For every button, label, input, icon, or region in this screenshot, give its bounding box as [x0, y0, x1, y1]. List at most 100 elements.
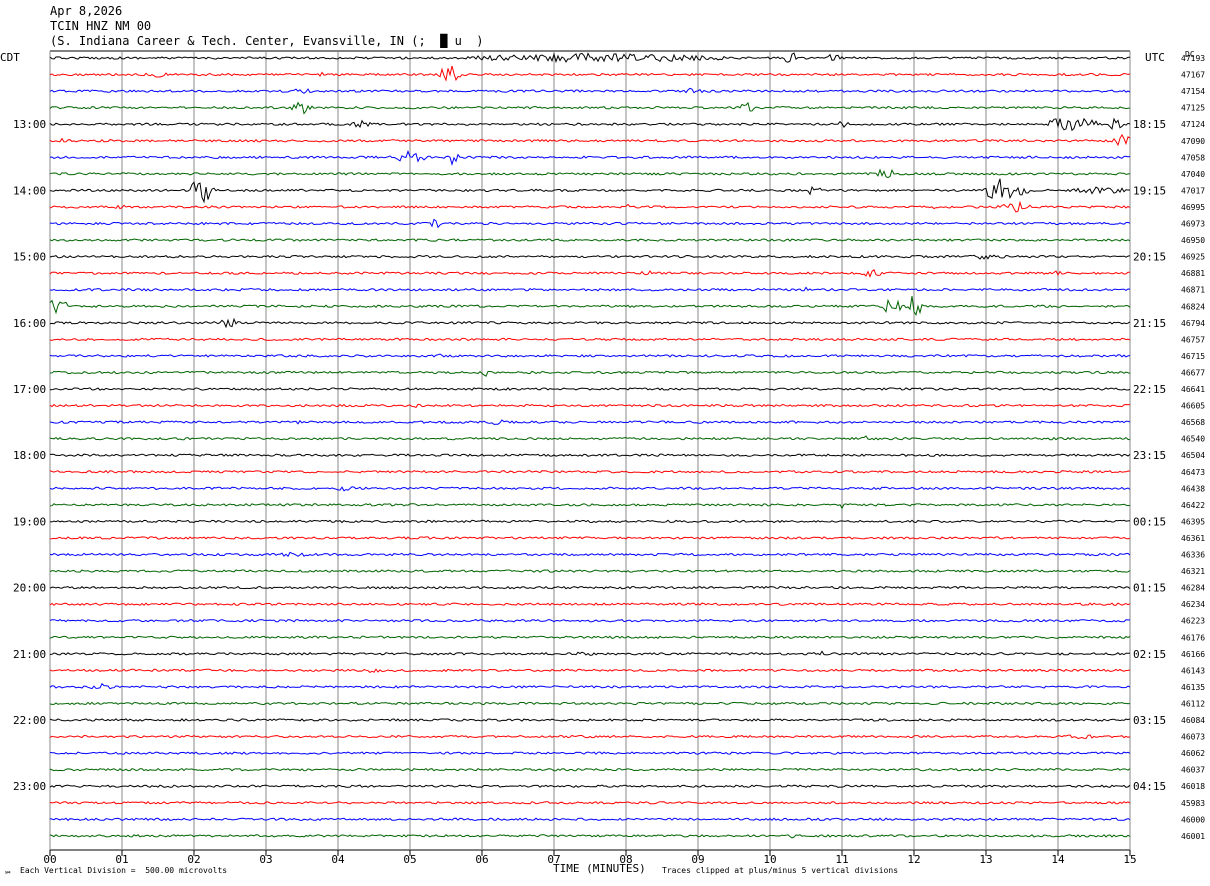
seismic-trace [49, 218, 1131, 229]
seismic-trace [49, 370, 1131, 377]
dc-offset-label: 46715 [1181, 352, 1205, 361]
dc-offset-label: 46135 [1181, 683, 1205, 692]
division-note: Each Vertical Division = 500.00 microvol… [20, 866, 228, 875]
dc-offset-label: 46641 [1181, 385, 1205, 394]
dc-offset-label: 46540 [1181, 435, 1205, 444]
seismic-trace [49, 536, 1131, 540]
dc-offset-label: 46001 [1181, 832, 1205, 841]
clip-note: Traces clipped at plus/minus 5 vertical … [662, 866, 899, 875]
dc-offset-label: 46504 [1181, 451, 1205, 460]
seismic-trace [49, 751, 1131, 755]
dc-offset-label: 46361 [1181, 534, 1205, 543]
dc-offset-label: 46234 [1181, 600, 1205, 609]
seismic-trace [49, 618, 1131, 623]
dc-offset-label: 46000 [1181, 815, 1205, 824]
cdt-hour-label: 20:00 [13, 582, 46, 595]
cdt-hour-label: 15:00 [13, 251, 46, 264]
seismic-trace [49, 200, 1131, 213]
station-location: (S. Indiana Career & Tech. Center, Evans… [50, 34, 484, 48]
utc-hour-label: 00:15 [1133, 515, 1166, 528]
chart-header: Apr 8,2026 TCIN HNZ NM 00 (S. Indiana Ca… [50, 4, 483, 49]
utc-hour-label: 18:15 [1133, 118, 1166, 131]
seismic-trace [49, 701, 1131, 706]
dc-offset-label: 46757 [1181, 335, 1205, 344]
dc-offset-label: 46037 [1181, 766, 1205, 775]
x-tick-label: 00 [43, 853, 56, 866]
x-tick-label: 15 [1123, 853, 1136, 866]
dc-offset-label: 47154 [1181, 87, 1205, 96]
x-tick-label: 08 [619, 853, 632, 866]
seismic-trace [49, 817, 1131, 822]
dc-offset-label: 46824 [1181, 302, 1205, 311]
cdt-hour-label: 13:00 [13, 118, 46, 131]
utc-hour-label: 02:15 [1133, 648, 1166, 661]
seismic-trace [49, 117, 1131, 132]
seismic-trace [49, 87, 1131, 94]
station-code: TCIN HNZ NM 00 [50, 19, 152, 33]
seismic-trace [49, 668, 1131, 674]
dc-offset-label: 46568 [1181, 418, 1205, 427]
seismic-trace [49, 238, 1131, 242]
seismic-trace [49, 602, 1131, 606]
corner-mark: ℠ [4, 870, 13, 879]
dc-offset-label: 47167 [1181, 71, 1205, 80]
dc-offset-label: 46018 [1181, 782, 1205, 791]
dc-offset-label: 46605 [1181, 402, 1205, 411]
right-timezone-label: UTC [1145, 51, 1165, 64]
seismic-trace [49, 801, 1131, 805]
seismic-trace [49, 403, 1131, 409]
seismic-trace [49, 353, 1131, 358]
dc-offset-label: 47193 [1181, 54, 1205, 63]
seismic-trace [49, 551, 1131, 558]
utc-hour-label: 20:15 [1133, 251, 1166, 264]
seismic-trace [49, 519, 1131, 524]
cdt-hour-label: 22:00 [13, 714, 46, 727]
seismic-trace [49, 486, 1131, 492]
dc-offset-label: 46422 [1181, 501, 1205, 510]
seismic-trace [49, 133, 1131, 147]
seismic-trace [49, 254, 1131, 260]
dc-offset-label: 47090 [1181, 137, 1205, 146]
x-tick-label: 09 [691, 853, 704, 866]
utc-hour-label: 03:15 [1133, 714, 1166, 727]
seismic-trace [49, 337, 1131, 342]
x-tick-label: 12 [907, 853, 920, 866]
x-tick-label: 13 [979, 853, 992, 866]
dc-offset-label: 47017 [1181, 186, 1205, 195]
dc-offset-label: 46176 [1181, 633, 1205, 642]
seismic-trace [49, 52, 1131, 64]
seismic-trace [49, 834, 1131, 839]
utc-hour-label: 21:15 [1133, 317, 1166, 330]
left-timezone-label: CDT [0, 51, 20, 64]
cdt-hour-label: 19:00 [13, 515, 46, 528]
seismic-trace [49, 718, 1131, 722]
utc-hour-label: 22:15 [1133, 383, 1166, 396]
utc-hour-label: 19:15 [1133, 184, 1166, 197]
dc-offset-label: 47040 [1181, 170, 1205, 179]
seismic-trace [49, 101, 1131, 115]
dc-offset-label: 47058 [1181, 153, 1205, 162]
x-tick-label: 14 [1051, 853, 1065, 866]
dc-offset-label: 46438 [1181, 484, 1205, 493]
cdt-hour-label: 18:00 [13, 449, 46, 462]
x-tick-label: 03 [259, 853, 272, 866]
seismic-trace [49, 650, 1131, 656]
dc-offset-label: 45983 [1181, 799, 1205, 808]
dc-offset-label: 46973 [1181, 220, 1205, 229]
seismic-trace [49, 149, 1131, 166]
seismic-trace [49, 435, 1131, 441]
seismic-trace [49, 585, 1131, 590]
dc-offset-label: 46395 [1181, 517, 1205, 526]
seismic-trace [49, 286, 1131, 292]
seismic-trace [49, 269, 1131, 278]
dc-offset-label: 47124 [1181, 120, 1205, 129]
x-axis-title: TIME (MINUTES) [553, 862, 646, 875]
seismic-trace [49, 178, 1130, 204]
dc-offset-label: 46284 [1181, 584, 1205, 593]
seismic-trace [49, 767, 1131, 772]
dc-offset-label: 46950 [1181, 236, 1205, 245]
dc-offset-label: 46473 [1181, 468, 1205, 477]
chart-date: Apr 8,2026 [50, 4, 123, 18]
seismic-trace [49, 419, 1131, 425]
dc-offset-label: 46143 [1181, 666, 1205, 675]
